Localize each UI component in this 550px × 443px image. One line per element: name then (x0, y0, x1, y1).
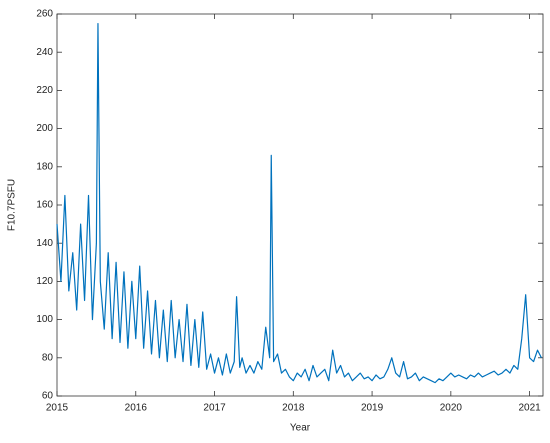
y-tick-label: 180 (36, 161, 53, 172)
y-tick-label: 260 (36, 9, 53, 20)
x-tick-label: 2017 (203, 403, 226, 414)
x-tick-label: 2015 (46, 403, 69, 414)
y-tick-label: 240 (36, 47, 53, 58)
x-axis-label: Year (290, 423, 311, 434)
y-tick-label: 140 (36, 238, 53, 249)
y-tick-label: 200 (36, 123, 53, 134)
x-tick-label: 2019 (361, 403, 384, 414)
y-tick-label: 120 (36, 276, 53, 287)
y-tick-label: 60 (42, 391, 54, 402)
y-tick-label: 80 (42, 352, 54, 363)
x-tick-label: 2021 (518, 403, 541, 414)
y-tick-label: 220 (36, 85, 53, 96)
data-line (56, 22, 542, 384)
plot-frame (56, 13, 544, 397)
y-tick-label: 100 (36, 314, 53, 325)
y-axis-label: F10.7PSFU (7, 179, 18, 231)
x-tick-label: 2020 (440, 403, 463, 414)
x-tick-label: 2018 (282, 403, 305, 414)
y-tick-label: 160 (36, 200, 53, 211)
x-tick-label: 2016 (125, 403, 148, 414)
